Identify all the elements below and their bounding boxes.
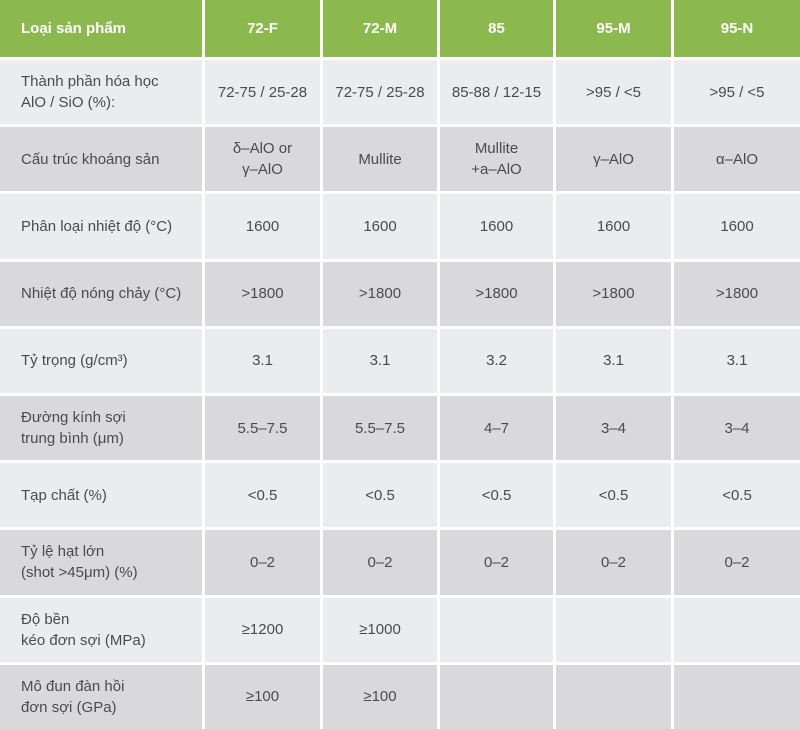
table-cell: >1800	[205, 261, 320, 326]
table-cell: 5.5–7.5	[323, 395, 437, 461]
table-cell: >1800	[674, 261, 800, 326]
table-cell: 3.2	[440, 328, 553, 393]
table-cell	[556, 597, 671, 662]
table-cell: 3–4	[556, 395, 671, 461]
table-cell: ≥100	[205, 664, 320, 729]
table-cell: 4–7	[440, 395, 553, 461]
table-cell: 1600	[323, 194, 437, 259]
table-cell: δ–AlO or γ–AlO	[205, 127, 320, 192]
table-cell: 3–4	[674, 395, 800, 461]
table-cell: ≥100	[323, 664, 437, 729]
table-cell: 72-75 / 25-28	[323, 60, 437, 125]
table-cell	[440, 664, 553, 729]
row-label: Đường kính sợi trung bình (μm)	[0, 395, 202, 461]
table-cell: γ–AlO	[556, 127, 671, 192]
table-cell: <0.5	[556, 463, 671, 528]
table-cell: <0.5	[205, 463, 320, 528]
row-label: Độ bền kéo đơn sợi (MPa)	[0, 597, 202, 662]
table-cell: 1600	[440, 194, 553, 259]
table-cell: <0.5	[440, 463, 553, 528]
row-label: Mô đun đàn hồi đơn sợi (GPa)	[0, 664, 202, 729]
table-cell: 0–2	[323, 530, 437, 595]
table-cell: >1800	[323, 261, 437, 326]
table-cell: 72-75 / 25-28	[205, 60, 320, 125]
column-header-72-f: 72-F	[205, 0, 320, 57]
table-cell: 1600	[205, 194, 320, 259]
table-cell: α–AlO	[674, 127, 800, 192]
row-label: Cấu trúc khoáng sản	[0, 127, 202, 192]
table-cell: 5.5–7.5	[205, 395, 320, 461]
table-cell: 1600	[674, 194, 800, 259]
table-cell: ≥1000	[323, 597, 437, 662]
table-cell: >1800	[556, 261, 671, 326]
corner-header-product-type: Loại sản phẩm	[0, 0, 202, 57]
table-cell: 0–2	[440, 530, 553, 595]
column-header-95-n: 95-N	[674, 0, 800, 57]
column-header-95-m: 95-M	[556, 0, 671, 57]
table-cell: 3.1	[205, 328, 320, 393]
table-cell: <0.5	[323, 463, 437, 528]
row-label: Tỷ lệ hạt lớn (shot >45μm) (%)	[0, 530, 202, 595]
row-label: Tỷ trọng (g/cm³)	[0, 328, 202, 393]
table-cell: 0–2	[205, 530, 320, 595]
row-label: Nhiệt độ nóng chảy (°C)	[0, 261, 202, 326]
table-cell: <0.5	[674, 463, 800, 528]
table-cell: >95 / <5	[674, 60, 800, 125]
table-cell: >1800	[440, 261, 553, 326]
column-header-72-m: 72-M	[323, 0, 437, 57]
row-label: Phân loại nhiệt độ (°C)	[0, 194, 202, 259]
table-cell: Mullite	[323, 127, 437, 192]
table-cell	[674, 597, 800, 662]
table-cell: 3.1	[556, 328, 671, 393]
table-cell: ≥1200	[205, 597, 320, 662]
table-cell: 1600	[556, 194, 671, 259]
row-label: Tạp chất (%)	[0, 463, 202, 528]
table-cell: 0–2	[674, 530, 800, 595]
table-cell	[674, 664, 800, 729]
table-cell: Mullite +a–AlO	[440, 127, 553, 192]
table-cell: >95 / <5	[556, 60, 671, 125]
table-cell	[440, 597, 553, 662]
column-header-85: 85	[440, 0, 553, 57]
table-cell	[556, 664, 671, 729]
table-cell: 3.1	[323, 328, 437, 393]
table-cell: 3.1	[674, 328, 800, 393]
table-cell: 85-88 / 12-15	[440, 60, 553, 125]
row-label: Thành phần hóa học AlO / SiO (%):	[0, 60, 202, 125]
table-cell: 0–2	[556, 530, 671, 595]
